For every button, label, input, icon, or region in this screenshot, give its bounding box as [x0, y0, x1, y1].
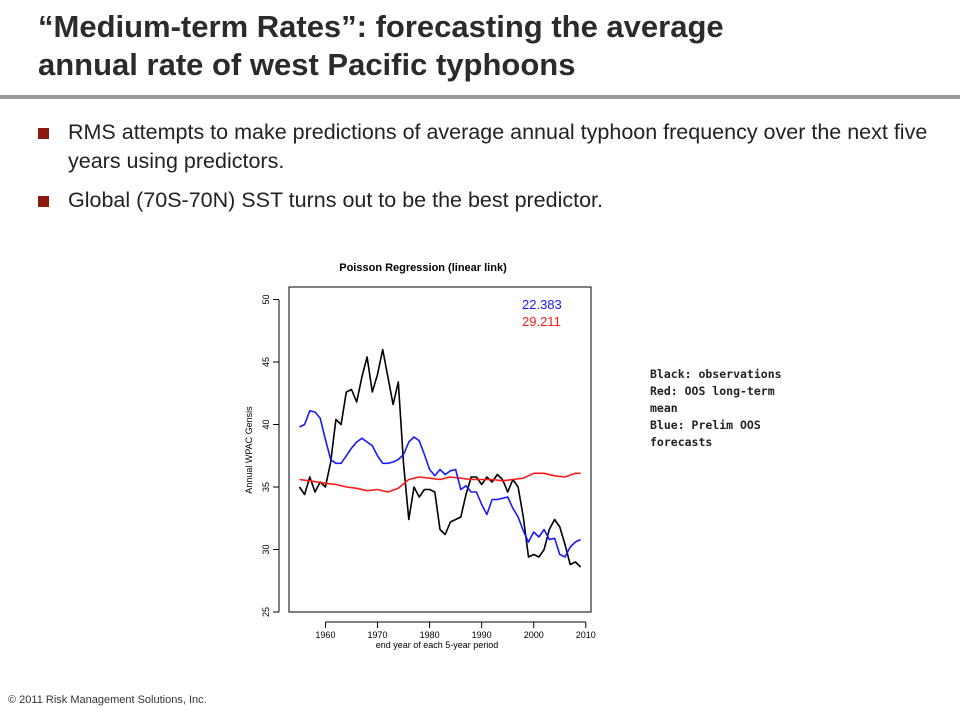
- poisson-regression-chart: Poisson Regression (linear link) 1960 197…: [244, 262, 596, 650]
- plot-frame: [288, 286, 592, 613]
- y-tick-label: 30: [261, 544, 271, 554]
- x-tick-label: 2010: [576, 630, 596, 640]
- y-tick-label: 45: [261, 357, 271, 367]
- legend-note-line: Red: OOS long-term mean: [650, 384, 782, 415]
- x-tick-label: 1960: [315, 630, 335, 640]
- legend-note-line: Black: observations: [650, 367, 782, 381]
- bullet-list: RMS attempts to make predictions of aver…: [38, 118, 938, 225]
- y-tick-label: 50: [261, 294, 271, 304]
- bullet-item: RMS attempts to make predictions of aver…: [38, 118, 938, 176]
- title-divider: [0, 95, 960, 99]
- series-line-black: [298, 348, 582, 568]
- slide-title: “Medium-term Rates”: forecasting the ave…: [38, 8, 938, 84]
- square-bullet-icon: [38, 128, 49, 139]
- series-line-blue: [299, 410, 581, 558]
- title-line-2: annual rate of west Pacific typhoons: [38, 47, 576, 82]
- x-axis-label: end year of each 5-year period: [376, 640, 499, 650]
- legend-note: Black: observations Red: OOS long-term m…: [650, 366, 800, 451]
- x-tick-label: 1980: [420, 630, 440, 640]
- x-tick-label: 1970: [368, 630, 388, 640]
- bullet-item: Global (70S-70N) SST turns out to be the…: [38, 186, 938, 215]
- y-axis-label: Annual WPAC Gensis: [244, 406, 254, 494]
- x-tick-label: 2000: [524, 630, 544, 640]
- square-bullet-icon: [38, 196, 49, 207]
- chart-title: Poisson Regression (linear link): [339, 262, 507, 274]
- legend-note-line: Blue: Prelim OOS forecasts: [650, 418, 768, 449]
- bullet-text: Global (70S-70N) SST turns out to be the…: [68, 188, 604, 212]
- annotation-red: 29.211: [522, 314, 561, 329]
- y-tick-label: 40: [261, 419, 271, 429]
- y-tick-label: 25: [261, 607, 271, 617]
- series-line-red: [299, 472, 581, 493]
- annotation-blue: 22.383: [522, 297, 562, 312]
- title-line-1: “Medium-term Rates”: forecasting the ave…: [38, 9, 724, 44]
- x-tick-label: 1990: [472, 630, 492, 640]
- copyright-footer: © 2011 Risk Management Solutions, Inc.: [8, 694, 207, 706]
- bullet-text: RMS attempts to make predictions of aver…: [68, 120, 928, 173]
- y-tick-label: 35: [261, 482, 271, 492]
